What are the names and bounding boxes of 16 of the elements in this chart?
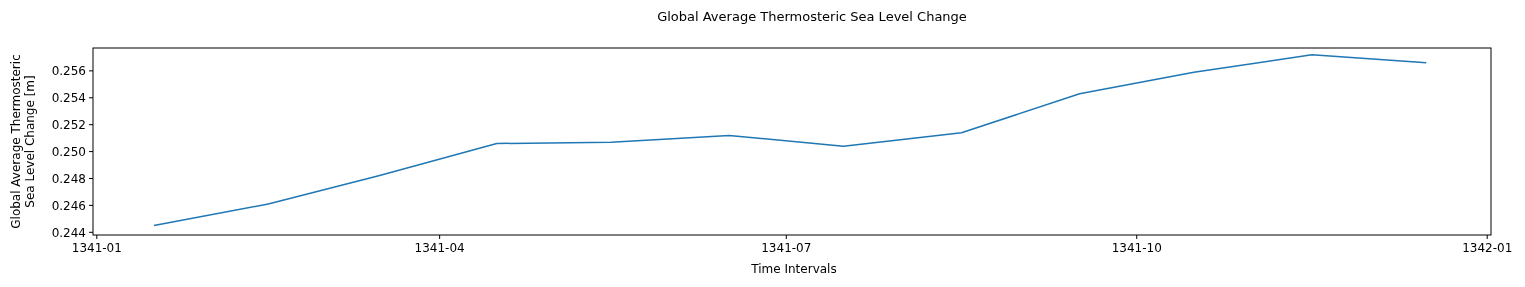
x-tick-label: 1341-10 [1111,241,1162,255]
y-tick-label: 0.252 [51,117,86,132]
chart-title: Global Average Thermosteric Sea Level Change [657,9,967,24]
x-tick-label: 1341-04 [414,241,465,255]
x-axis-title: Time Intervals [750,262,837,276]
x-tick-label: 1342-01 [1462,241,1513,255]
x-tick-label: 1341-07 [761,241,812,255]
y-tick-label: 0.244 [51,225,86,240]
y-tick-label: 0.248 [51,171,86,186]
y-tick-label: 0.254 [51,90,86,105]
y-tick-label: 0.246 [51,198,86,213]
x-tick-label: 1341-01 [71,241,122,255]
line-series [153,53,1427,227]
y-axis-title: Global Average Thermosteric Sea Level Change [m] [9,54,37,229]
y-tick-label: 0.250 [51,144,86,159]
y-tick-label: 0.256 [51,64,86,79]
